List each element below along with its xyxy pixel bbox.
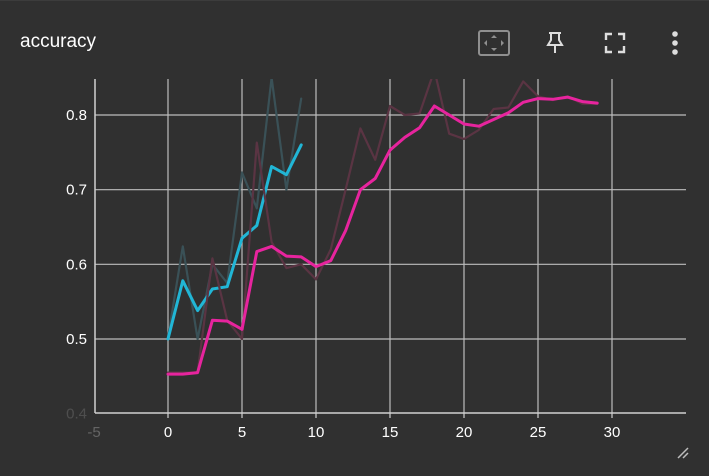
pin-icon bbox=[546, 32, 564, 53]
y-tick-label: 0.8 bbox=[66, 107, 87, 124]
x-tick-label: 30 bbox=[604, 424, 621, 441]
series-line-1-raw bbox=[166, 79, 303, 341]
y-tick-label: 0.6 bbox=[66, 256, 87, 273]
series-line-4-smoothed bbox=[166, 95, 599, 376]
y-tick-label: 0.7 bbox=[66, 182, 87, 199]
resize-handle-icon[interactable] bbox=[677, 447, 689, 459]
more-vert-icon bbox=[672, 31, 678, 55]
more-options-button[interactable] bbox=[658, 27, 692, 59]
fullscreen-button[interactable] bbox=[598, 27, 632, 59]
y-tick-label: 0.5 bbox=[66, 331, 87, 348]
x-tick-label: 15 bbox=[382, 424, 399, 441]
y-tick-label: 0.4 bbox=[66, 406, 87, 423]
fullscreen-icon bbox=[604, 32, 626, 54]
series-group bbox=[166, 79, 599, 376]
fit-domain-button[interactable] bbox=[477, 27, 511, 59]
x-tick-label: 5 bbox=[238, 424, 246, 441]
pin-button[interactable] bbox=[538, 27, 572, 59]
series-line-2-smoothed bbox=[166, 143, 303, 341]
x-tick-label: 20 bbox=[456, 424, 473, 441]
x-tick-label: 25 bbox=[530, 424, 547, 441]
fit-domain-icon bbox=[478, 30, 510, 56]
x-tick-label: -5 bbox=[87, 424, 100, 441]
x-tick-label: 0 bbox=[164, 424, 172, 441]
series-line-3-raw bbox=[166, 79, 599, 374]
x-tick-label: 10 bbox=[308, 424, 325, 441]
chart-title: accuracy bbox=[20, 31, 97, 52]
